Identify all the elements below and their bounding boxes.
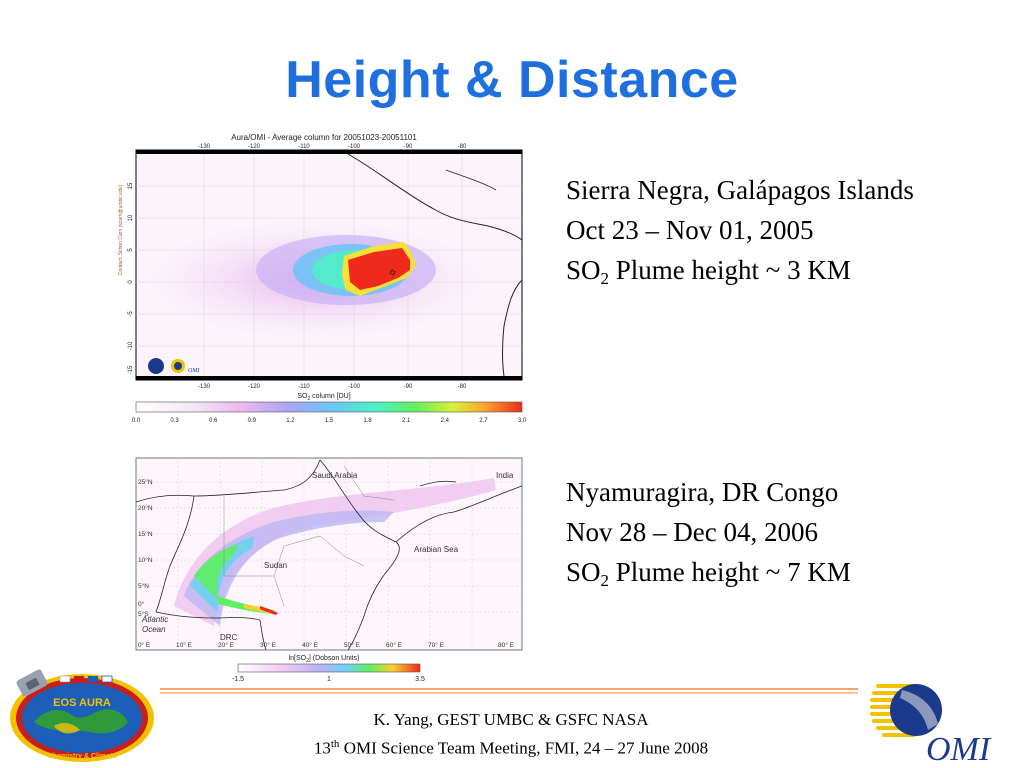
map1-colorbar [135,401,523,413]
map1-lon-tick-bottom: -130 [198,384,211,390]
so2-map-sierra-negra: Aura/OMI - Average column for 20051023-2… [118,133,527,424]
map2-label-india: India [496,471,514,480]
eos-aura-logo: EOS AURA Chemistry & Climate [10,669,154,762]
map2-lat-tick: 0° [138,600,145,608]
map1-lon-tick-top: -90 [404,144,413,150]
map2-lon-tick: 80° E [498,641,515,649]
map1-colorbar-tick: 2.4 [441,418,450,424]
map2-label-saudi-arabia: Saudi Arabia [312,471,358,480]
map2-colorbar-tick: -1.5 [232,676,244,683]
caption2-dates: Nov 28 – Dec 04, 2006 [566,517,818,547]
map1-colorbar-tick: 0.3 [170,418,179,424]
map1-lon-tick-bottom: -110 [298,384,310,390]
map1-colorbar-tick: 0.0 [132,418,141,424]
footer-meeting: 13th OMI Science Team Meeting, FMI, 24 –… [313,738,709,758]
map2-lon-tick: 50° E [344,641,361,649]
caption2-location: Nyamuragira, DR Congo [566,477,839,507]
caption2-plume-height: SO2 Plume height ~ 7 KM [566,557,851,590]
map2-colorbar [237,663,421,673]
map1-colorbar-tick: 3.0 [518,418,527,424]
caption-sierra-negra: Sierra Negra, Galápagos Islands Oct 23 –… [566,170,914,290]
map2-colorbar-tick: 1 [327,676,331,683]
map2-colorbar-tick: 3.5 [415,676,425,683]
map1-colorbar-label: SO2 column [DU] [297,393,350,402]
map2-lat-tick: 25°N [138,478,153,486]
map2-colorbar-title: ln[SO2] (Dobson Units) [289,655,360,664]
map1-lon-tick-bottom: -80 [458,384,467,390]
map2-lon-tick: 40° E [302,641,319,649]
footer-divider [160,688,858,690]
map1-colorbar-tick: 0.9 [248,418,257,424]
map1-lat-tick: 0 [128,280,134,284]
so2-map-nyamuragira: Saudi Arabia India Arabian Sea Sudan Atl… [135,457,523,683]
map1-lat-tick: 5 [128,248,134,252]
map2-lon-tick: 70° E [428,641,445,649]
map1-lat-tick: -5 [128,311,134,317]
map1-lon-tick-bottom: -120 [248,384,261,390]
map1-colorbar-tick: 1.2 [286,418,295,424]
map2-lat-tick: 20°N [138,504,153,512]
footer-authors: K. Yang, GEST UMBC & GSFC NASA [373,710,649,729]
map1-lon-tick-top: -130 [198,144,211,150]
map2-lat-tick: 5°N [138,582,149,590]
map2-lat-tick: 10°N [138,556,153,564]
map1-colorbar-tick: 2.1 [402,418,411,424]
map1-lon-tick-top: -80 [458,144,467,150]
map1-omi-badge: OMI [188,368,200,374]
map1-lon-tick-top: -100 [348,144,361,150]
map2-label-sudan: Sudan [264,561,287,570]
map1-lat-tick: 10 [128,214,134,221]
map2-lon-tick: 10° E [176,641,193,649]
slide-title: Height & Distance [285,51,739,109]
map1-colorbar-tick: 0.6 [209,418,218,424]
map1-lon-tick-top: -110 [298,144,310,150]
map1-lon-tick-bottom: -90 [404,384,413,390]
caption1-dates: Oct 23 – Nov 01, 2005 [566,215,814,245]
map2-label-ocean: Ocean [142,625,166,634]
map1-lat-tick: -15 [128,365,134,374]
svg-text:EOS AURA: EOS AURA [53,697,111,709]
map1-lon-tick-top: -120 [248,144,261,150]
map2-lat-tick: 5°S [138,610,149,618]
svg-text:Chemistry & Climate: Chemistry & Climate [48,753,117,760]
map1-lon-tick-bottom: -100 [348,384,361,390]
omi-logo-text: OMI [926,731,992,766]
map2-lon-tick: 0° E [138,641,151,649]
map2-label-atlantic: Atlantic [141,615,168,624]
footer-divider [160,692,858,694]
map1-side-label: Contact: Simon Carn (scarn@umbc.edu) [118,184,124,275]
caption-nyamuragira: Nyamuragira, DR Congo Nov 28 – Dec 04, 2… [566,472,851,592]
map1-lat-tick: -10 [128,341,134,350]
map2-lon-tick: 30° E [260,641,277,649]
map1-lat-tick: 15 [128,182,134,189]
caption1-plume-height: SO2 Plume height ~ 3 KM [566,255,851,288]
map2-label-drc: DRC [220,633,238,642]
map2-lon-tick: 60° E [386,641,403,649]
map1-header: Aura/OMI - Average column for 20051023-2… [231,133,417,142]
omi-logo: OMI [870,684,992,766]
map1-colorbar-tick: 1.8 [363,418,372,424]
map1-colorbar-tick: 1.5 [325,418,334,424]
map2-label-arabian-sea: Arabian Sea [414,545,459,554]
map2-lat-tick: 15°N [138,530,153,538]
caption1-location: Sierra Negra, Galápagos Islands [566,175,914,205]
map2-lon-tick: 20° E [218,641,235,649]
map1-colorbar-tick: 2.7 [479,418,488,424]
